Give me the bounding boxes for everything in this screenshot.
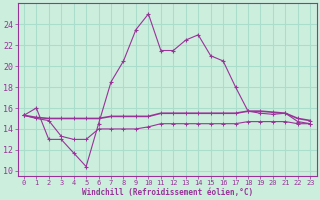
X-axis label: Windchill (Refroidissement éolien,°C): Windchill (Refroidissement éolien,°C): [82, 188, 253, 197]
